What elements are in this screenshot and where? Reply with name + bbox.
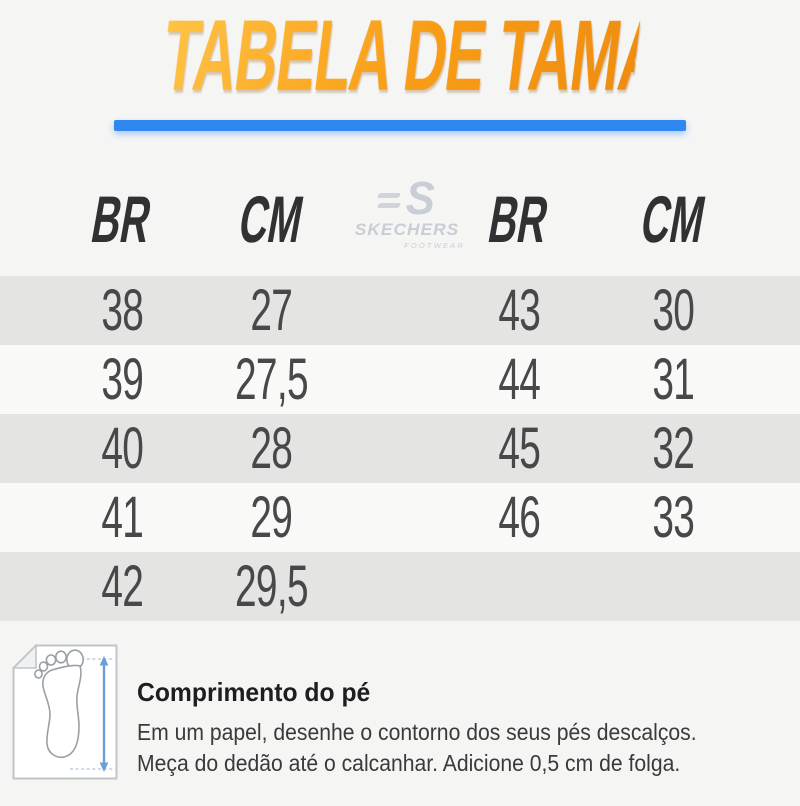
size-value: 33 <box>652 485 695 550</box>
instructions-text-block: Comprimento do pé Em um papel, desenhe o… <box>118 644 759 779</box>
table-row: 40 28 45 32 <box>0 414 800 483</box>
table-row: 39 27,5 44 31 <box>0 345 800 414</box>
logo-brand-name: SKECHERS <box>354 220 460 240</box>
size-value: 27 <box>250 278 293 343</box>
skechers-s-icon: S <box>337 172 477 224</box>
size-value: 40 <box>101 416 144 481</box>
header-cell: CM <box>201 181 341 257</box>
header-cell: BR <box>52 181 192 257</box>
page-title: TABELA DE TAMANHOS <box>157 0 800 112</box>
size-value: 28 <box>250 416 293 481</box>
logo-s-letter: S <box>405 172 436 224</box>
size-chart-page: TABELA DE TAMANHOS BR CM BR CM S SKECHER… <box>0 0 800 780</box>
header-cell: BR <box>459 181 579 257</box>
column-header-br-left: BR <box>86 182 158 256</box>
column-header-cm-right: CM <box>635 182 711 256</box>
size-value: 41 <box>101 485 144 550</box>
size-value: 46 <box>498 485 541 550</box>
table-row: 38 27 43 30 <box>0 276 800 345</box>
table-row: 42 29,5 <box>0 552 800 621</box>
skechers-logo: S SKECHERS FOOTWEAR <box>337 172 477 251</box>
logo-brand-subtitle: FOOTWEAR <box>404 241 465 251</box>
size-value: 29 <box>250 485 293 550</box>
size-value: 32 <box>652 416 695 481</box>
size-table: 38 27 43 30 39 27,5 44 31 40 28 45 32 41… <box>0 276 800 621</box>
foot-measurement-icon <box>12 644 118 780</box>
size-value: 38 <box>101 278 144 343</box>
size-value: 31 <box>652 347 695 412</box>
size-value: 45 <box>498 416 541 481</box>
instructions-heading: Comprimento do pé <box>137 677 371 707</box>
size-value: 39 <box>101 347 144 412</box>
column-header-cm-left: CM <box>233 182 309 256</box>
table-header-row: BR CM BR CM S SKECHERS FOOTWEAR <box>0 175 800 256</box>
logo-speed-dashes <box>376 190 402 210</box>
size-value: 30 <box>652 278 695 343</box>
size-value: 44 <box>498 347 541 412</box>
measurement-instructions: Comprimento do pé Em um papel, desenhe o… <box>0 644 800 780</box>
table-row: 41 29 46 33 <box>0 483 800 552</box>
size-value: 42 <box>101 554 144 619</box>
size-value: 43 <box>498 278 541 343</box>
title-divider <box>114 120 686 131</box>
column-header-br-right: BR <box>483 182 555 256</box>
size-value: 27,5 <box>234 347 309 412</box>
instructions-line-1: Em um papel, desenhe o contorno dos seus… <box>137 719 697 745</box>
size-value: 29,5 <box>234 554 309 619</box>
header-cell: CM <box>603 181 743 257</box>
instructions-body: Em um papel, desenhe o contorno dos seus… <box>137 717 759 779</box>
instructions-line-2: Meça do dedão até o calcanhar. Adicione … <box>137 750 681 776</box>
